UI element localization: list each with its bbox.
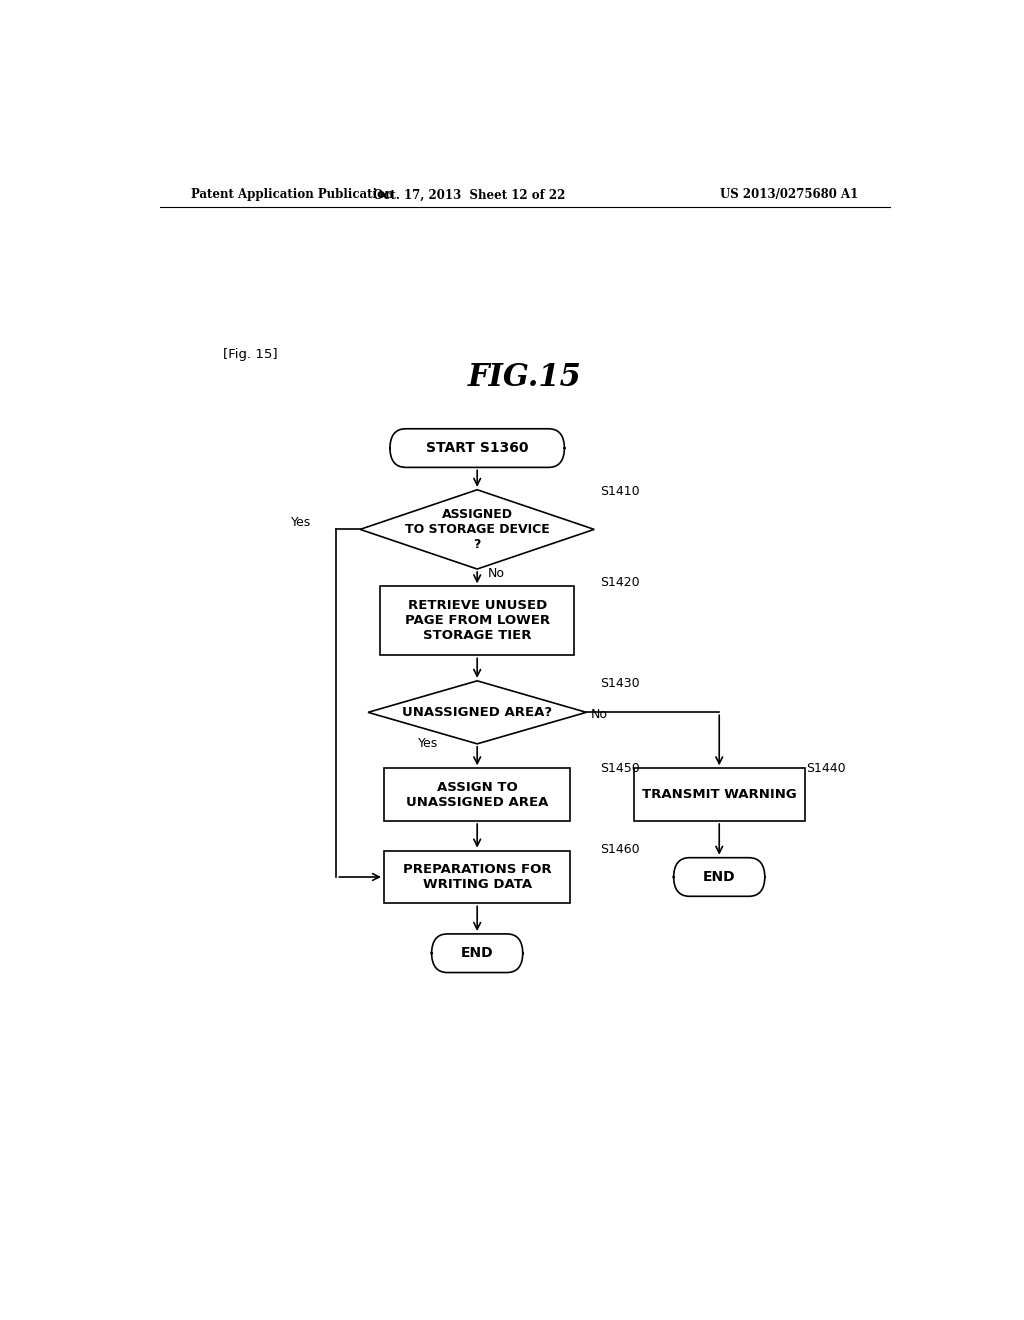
Text: TRANSMIT WARNING: TRANSMIT WARNING <box>642 788 797 801</box>
Text: S1440: S1440 <box>807 762 846 775</box>
Bar <box>380 586 574 656</box>
FancyBboxPatch shape <box>390 429 564 467</box>
Text: Yes: Yes <box>418 738 438 750</box>
Text: FIG.15: FIG.15 <box>468 363 582 393</box>
Text: S1420: S1420 <box>600 576 640 589</box>
Polygon shape <box>368 681 587 744</box>
Text: [Fig. 15]: [Fig. 15] <box>223 348 278 362</box>
Bar <box>384 850 570 903</box>
Text: S1410: S1410 <box>600 486 640 498</box>
Text: END: END <box>461 946 494 960</box>
Text: Yes: Yes <box>291 516 311 529</box>
Text: No: No <box>487 566 505 579</box>
Text: US 2013/0275680 A1: US 2013/0275680 A1 <box>720 189 858 202</box>
Polygon shape <box>360 490 594 569</box>
Text: Oct. 17, 2013  Sheet 12 of 22: Oct. 17, 2013 Sheet 12 of 22 <box>373 189 565 202</box>
Text: PREPARATIONS FOR
WRITING DATA: PREPARATIONS FOR WRITING DATA <box>402 863 552 891</box>
Text: START S1360: START S1360 <box>426 441 528 455</box>
Text: ASSIGN TO
UNASSIGNED AREA: ASSIGN TO UNASSIGNED AREA <box>406 780 549 809</box>
Text: No: No <box>591 708 607 721</box>
Text: END: END <box>702 870 735 884</box>
Text: Patent Application Publication: Patent Application Publication <box>191 189 394 202</box>
Bar <box>384 768 570 821</box>
Text: ASSIGNED
TO STORAGE DEVICE
?: ASSIGNED TO STORAGE DEVICE ? <box>404 508 550 550</box>
Text: UNASSIGNED AREA?: UNASSIGNED AREA? <box>402 706 552 719</box>
Text: S1450: S1450 <box>600 762 640 775</box>
Text: RETRIEVE UNUSED
PAGE FROM LOWER
STORAGE TIER: RETRIEVE UNUSED PAGE FROM LOWER STORAGE … <box>404 599 550 643</box>
Text: S1460: S1460 <box>600 843 640 857</box>
Bar <box>634 768 805 821</box>
Text: S1430: S1430 <box>600 677 640 690</box>
FancyBboxPatch shape <box>431 935 523 973</box>
FancyBboxPatch shape <box>674 858 765 896</box>
